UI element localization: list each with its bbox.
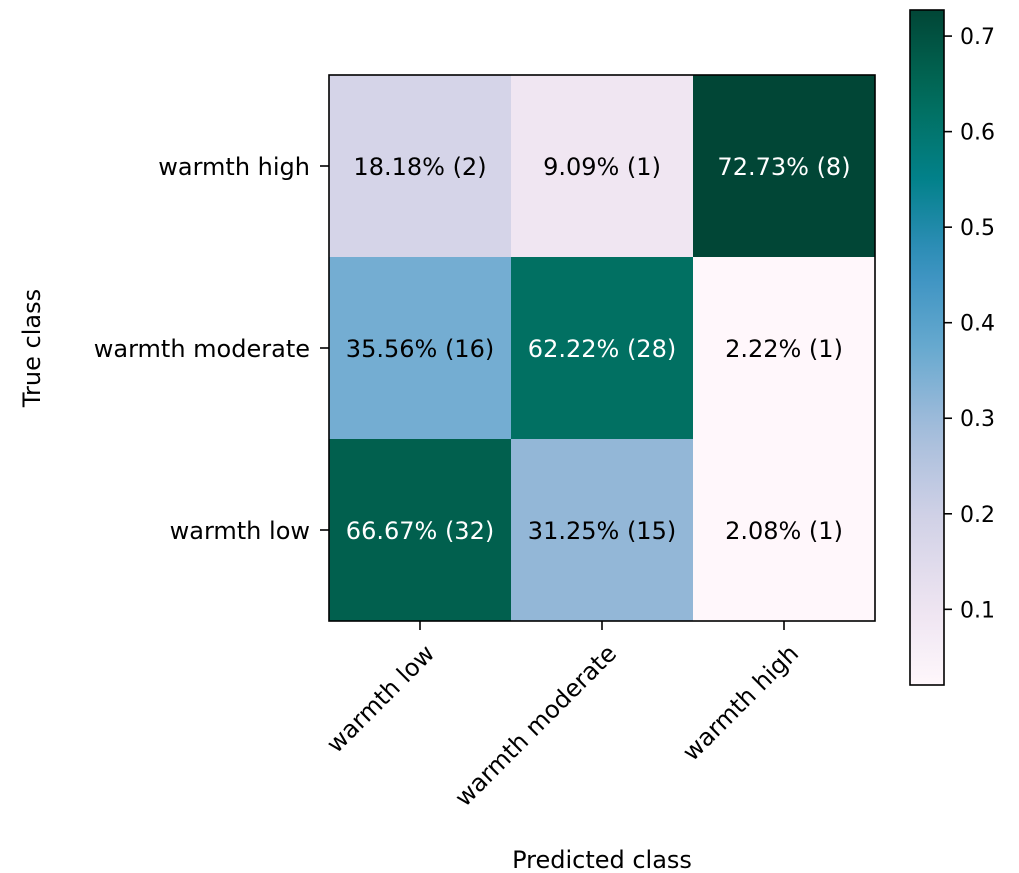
- colorbar: [909, 9, 945, 686]
- heatmap-cell-warmth-low-warmth-low: [329, 439, 511, 621]
- colorbar-tick-label: 0.4: [960, 312, 995, 337]
- cell-label: 18.18% (2): [353, 153, 486, 181]
- colorbar-tick-label: 0.2: [960, 503, 995, 528]
- y-tick-label-warmth-low: warmth low: [170, 517, 310, 545]
- cell-label: 9.09% (1): [543, 153, 661, 181]
- heatmap-cell-warmth-high-warmth-high: [693, 75, 875, 257]
- y-tick-label-warmth-moderate: warmth moderate: [94, 335, 310, 363]
- y-axis-title: True class: [18, 289, 46, 408]
- colorbar-tick-label: 0.6: [960, 121, 995, 146]
- heatmap-cells: [329, 75, 875, 621]
- colorbar-tick-label: 0.3: [960, 407, 995, 432]
- cell-label: 2.22% (1): [725, 335, 843, 363]
- x-tick-label-warmth-low: warmth low: [321, 639, 440, 758]
- heatmap-cell-warmth-low-warmth-moderate: [511, 439, 693, 621]
- cell-label: 72.73% (8): [717, 153, 850, 181]
- colorbar-tick-label: 0.7: [960, 25, 995, 50]
- x-tick-label-warmth-moderate: warmth moderate: [449, 639, 622, 812]
- heatmap-cell-warmth-moderate-warmth-high: [693, 257, 875, 439]
- cell-label: 2.08% (1): [725, 517, 843, 545]
- cell-label: 35.56% (16): [346, 335, 494, 363]
- heatmap-cell-warmth-high-warmth-low: [329, 75, 511, 257]
- colorbar-tick-label: 0.5: [960, 216, 995, 241]
- heatmap-cell-warmth-moderate-warmth-low: [329, 257, 511, 439]
- x-tick-label-warmth-high: warmth high: [677, 639, 804, 766]
- heatmap-cell-warmth-moderate-warmth-moderate: [511, 257, 693, 439]
- heatmap-cell-labels: 18.18% (2) 9.09% (1) 72.73% (8) 35.56% (16)…: [346, 153, 851, 545]
- colorbar-tick-label: 0.1: [960, 598, 995, 623]
- heatmap-cell-warmth-low-warmth-high: [693, 439, 875, 621]
- cell-label: 31.25% (15): [528, 517, 676, 545]
- heatmap-cell-warmth-high-warmth-moderate: [511, 75, 693, 257]
- y-tick-label-warmth-high: warmth high: [158, 153, 310, 181]
- x-axis-title: Predicted class: [512, 846, 692, 873]
- colorbar-ticks: 0.1 0.2 0.3 0.4 0.5 0.6 0.7: [944, 25, 995, 623]
- y-axis-ticks: warmth high warmth moderate warmth low: [94, 153, 329, 545]
- cell-label: 66.67% (32): [346, 517, 494, 545]
- x-axis-ticks: warmth low warmth moderate warmth high: [321, 621, 804, 812]
- cell-label: 62.22% (28): [528, 335, 676, 363]
